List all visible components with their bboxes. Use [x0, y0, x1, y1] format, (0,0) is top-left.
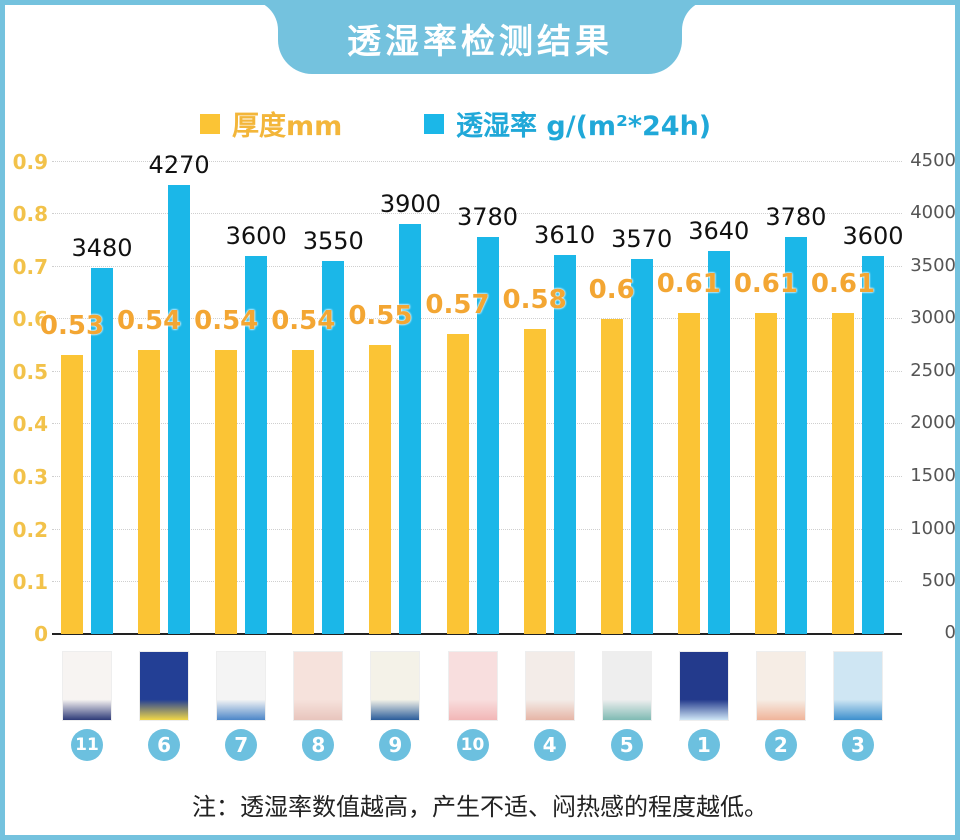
product-thumbnail [601, 651, 652, 721]
legend-swatch-blue [424, 113, 444, 134]
bar-permeability [322, 260, 345, 634]
product-number-badge: 10 [456, 729, 489, 761]
y-right-tick: 4000 [910, 202, 956, 223]
label-thickness: 0.61 [810, 269, 876, 300]
bar-thickness [292, 350, 315, 634]
product-thumbnail [62, 651, 112, 721]
y-left-tick: 0.9 [12, 150, 48, 174]
y-right-tick: 3000 [910, 307, 956, 328]
y-left-tick: 0.7 [12, 255, 48, 279]
product-number-badge: 7 [225, 729, 258, 761]
label-thickness: 0.58 [502, 285, 567, 316]
y-left-tick: 0.3 [12, 465, 48, 489]
product-thumbnail [524, 651, 575, 721]
bar-thickness [523, 329, 546, 634]
product-number-badge: 2 [764, 729, 797, 761]
y-right-tick: 0 [944, 622, 956, 643]
gridline [52, 161, 902, 162]
bar-permeability [476, 236, 499, 634]
bar-thickness [677, 313, 700, 634]
bar-thickness [369, 344, 392, 634]
y-right-tick: 1000 [910, 518, 956, 539]
product-number-badge: 6 [148, 729, 181, 761]
y-left-tick: 0.8 [12, 202, 48, 226]
bar-permeability [862, 255, 884, 634]
label-permeability: 3780 [765, 202, 827, 231]
label-permeability: 3600 [225, 221, 287, 250]
y-left-tick: 0.2 [12, 518, 48, 542]
label-thickness: 0.54 [271, 306, 336, 337]
label-permeability: 3480 [71, 234, 133, 263]
product-number-badge: 1 [687, 729, 720, 761]
label-permeability: 3780 [456, 202, 519, 231]
label-permeability: 3640 [688, 217, 750, 246]
x-axis-line [52, 633, 902, 635]
legend: 厚度mm 透湿率 g/(m²*24h) [0, 104, 960, 143]
y-right-tick: 2000 [910, 412, 956, 433]
label-permeability: 4270 [148, 151, 210, 180]
y-right-tick: 2500 [910, 360, 956, 381]
y-right-tick: 1500 [910, 465, 956, 486]
label-permeability: 3610 [534, 220, 596, 249]
label-thickness: 0.54 [117, 306, 182, 337]
y-left-tick: 0.5 [12, 360, 48, 384]
y-right-tick: 3500 [910, 255, 956, 276]
bar-thickness [754, 313, 777, 634]
product-thumbnail [293, 651, 344, 721]
product-number-badge: 9 [379, 729, 412, 761]
legend-label-permeability: 透湿率 g/(m²*24h) [456, 111, 712, 142]
label-thickness: 0.53 [39, 311, 105, 342]
product-number-badge: 11 [71, 729, 103, 761]
product-thumbnail [370, 651, 421, 721]
label-permeability: 3570 [611, 224, 673, 253]
legend-item-permeability: 透湿率 g/(m²*24h) [424, 104, 711, 143]
bar-permeability [707, 251, 730, 634]
bar-permeability [784, 236, 807, 634]
label-thickness: 0.61 [733, 269, 798, 300]
legend-item-thickness: 厚度mm [200, 104, 342, 143]
bar-thickness [61, 355, 83, 634]
y-right-tick: 500 [921, 570, 956, 591]
product-number-badge: 8 [302, 729, 335, 761]
label-thickness: 0.55 [348, 300, 413, 331]
bar-permeability [91, 268, 113, 634]
product-thumbnail [833, 651, 883, 721]
label-permeability: 3600 [842, 221, 904, 250]
product-number-badge: 5 [610, 729, 643, 761]
label-thickness: 0.6 [588, 274, 635, 305]
y-right-tick: 4500 [910, 150, 956, 171]
product-thumbnail [447, 651, 498, 721]
label-thickness: 0.57 [425, 290, 490, 321]
bar-thickness [138, 350, 161, 634]
bar-permeability [399, 224, 422, 634]
bar-thickness [832, 313, 854, 634]
gridline [52, 213, 902, 214]
bar-permeability [168, 185, 191, 634]
product-thumbnail [216, 651, 267, 721]
bar-permeability [630, 258, 653, 634]
product-thumbnail [755, 651, 806, 721]
footnote: 注：透湿率数值越高，产生不适、闷热感的程度越低。 [192, 793, 768, 821]
bar-thickness [446, 334, 469, 634]
bar-permeability [245, 255, 268, 634]
y-left-tick: 0.4 [12, 412, 48, 436]
legend-swatch-yellow [200, 113, 220, 134]
title-banner: 透湿率检测结果 [278, 0, 682, 74]
legend-label-thickness: 厚度mm [232, 111, 343, 142]
product-thumbnail [678, 651, 729, 721]
bar-thickness [215, 350, 238, 634]
label-thickness: 0.54 [194, 306, 259, 337]
bar-thickness [600, 318, 623, 634]
y-left-tick: 0.1 [12, 570, 48, 594]
label-permeability: 3900 [379, 190, 441, 219]
product-number-badge: 4 [533, 729, 566, 761]
y-left-tick: 0.6 [12, 307, 48, 331]
product-number-badge: 3 [842, 729, 874, 761]
label-thickness: 0.61 [656, 269, 721, 300]
product-thumbnail [139, 651, 190, 721]
y-left-tick: 0 [34, 622, 48, 646]
label-permeability: 3550 [302, 226, 364, 255]
bar-permeability [553, 254, 576, 634]
chart-title: 透湿率检测结果 [347, 22, 613, 62]
